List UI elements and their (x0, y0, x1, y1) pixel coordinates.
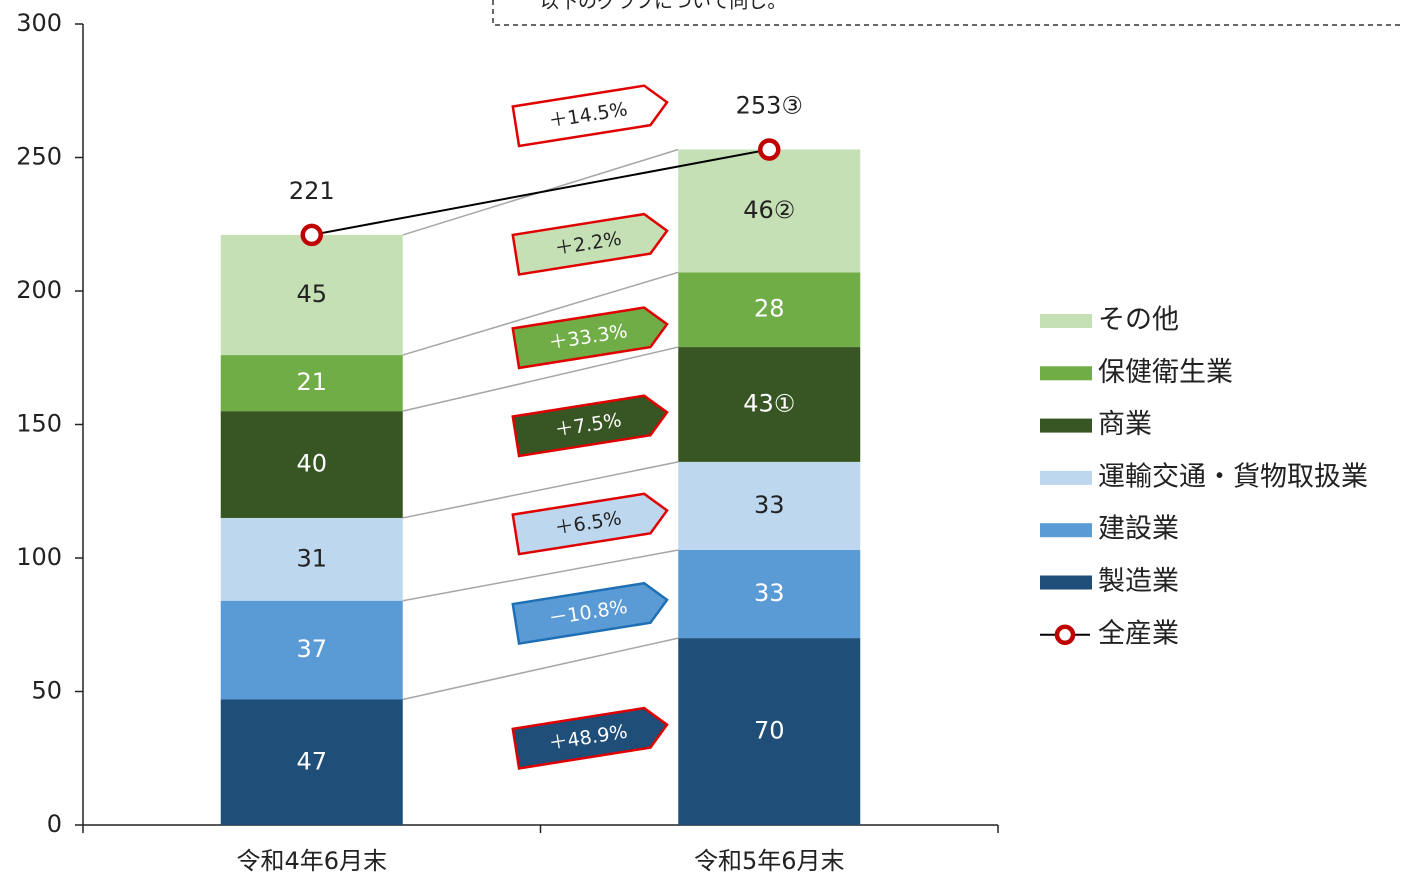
total-line (311, 148, 770, 236)
data-label: 45 (296, 280, 327, 308)
legend-label: 商業 (1098, 409, 1152, 440)
data-label: 253③ (736, 91, 803, 119)
data-label: 33 (754, 579, 785, 607)
data-label: 21 (296, 368, 327, 396)
y-tick-label: 0 (47, 810, 62, 838)
data-label: 221 (289, 177, 335, 205)
data-label: 70 (754, 717, 785, 745)
change-label: ＋14.5% (511, 84, 669, 148)
change-label: ＋7.5% (511, 394, 669, 458)
data-label: 40 (296, 450, 327, 478)
legend-label: その他 (1098, 305, 1179, 336)
legend-swatch (1040, 575, 1092, 590)
data-label: 28 (754, 295, 785, 323)
note-box (492, 0, 1402, 26)
legend-swatch (1040, 523, 1092, 538)
connector (402, 461, 679, 519)
y-tick-label: 100 (16, 543, 62, 571)
bar-segment (220, 411, 403, 518)
x-tick-label: 令和4年6月末 (236, 847, 387, 875)
y-tick-label: 300 (16, 9, 62, 37)
change-arrow (511, 84, 669, 148)
data-label: 31 (296, 544, 327, 572)
data-label: 43① (743, 389, 795, 417)
legend-marker (1054, 624, 1076, 646)
change-arrow (511, 212, 669, 276)
bar-segment (678, 638, 861, 825)
legend-label: 保健衛生業 (1098, 357, 1233, 388)
bar-segment (220, 355, 403, 412)
legend-label: 運輸交通・貨物取扱業 (1098, 461, 1368, 492)
legend-label: 全産業 (1098, 618, 1179, 649)
connector (402, 346, 679, 412)
bar-segment (220, 517, 403, 601)
bar-segment (678, 549, 861, 639)
y-tick-label: 200 (16, 276, 62, 304)
legend-swatch (1040, 366, 1092, 381)
bar-segment (678, 272, 861, 348)
change-label: ＋2.2% (511, 212, 669, 276)
change-label: －10.8% (511, 581, 669, 645)
connector (402, 549, 679, 602)
data-label: 33 (754, 491, 785, 519)
change-arrow (511, 492, 669, 556)
change-label: ＋6.5% (511, 492, 669, 556)
change-arrow (511, 581, 669, 645)
y-tick-label: 250 (16, 143, 62, 171)
bar-segment (678, 149, 861, 273)
legend-swatch (1040, 418, 1092, 433)
y-tick-label: 150 (16, 410, 62, 438)
note: 以下のグラフについて同じ。 (540, 0, 786, 13)
data-label: 46② (743, 196, 795, 224)
bar-segment (678, 347, 861, 462)
change-label: ＋33.3% (511, 306, 669, 370)
x-tick-label: 令和5年6月末 (694, 847, 845, 875)
total-marker (300, 223, 323, 247)
bar-segment (220, 699, 403, 825)
change-arrow (511, 306, 669, 370)
change-arrow (511, 706, 669, 770)
bar-segment (220, 600, 403, 700)
change-arrow (511, 394, 669, 458)
data-label: 37 (296, 635, 327, 663)
data-label: 47 (296, 747, 327, 775)
total-marker (758, 138, 781, 161)
bar-segment (220, 234, 403, 356)
legend-label: 建設業 (1098, 514, 1179, 545)
y-tick-label: 50 (31, 677, 62, 705)
legend-swatch (1040, 470, 1092, 485)
change-label: ＋48.9% (511, 706, 669, 770)
legend-swatch (1040, 314, 1092, 328)
connector (402, 637, 679, 701)
legend-label: 製造業 (1098, 566, 1179, 597)
bar-segment (678, 461, 861, 550)
connector (402, 271, 679, 356)
